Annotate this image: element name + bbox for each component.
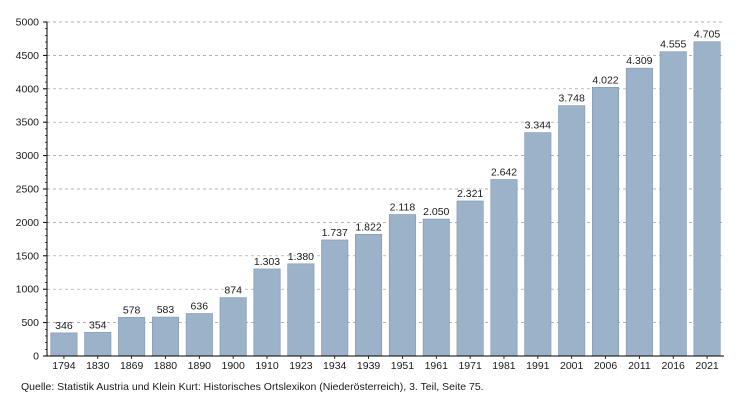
x-tick-label: 2011 — [628, 360, 651, 372]
x-tick-label: 2006 — [594, 360, 618, 372]
bar-1890 — [185, 313, 213, 357]
y-tick-label: 4000 — [16, 83, 40, 95]
bar-value-label: 1.737 — [322, 227, 348, 239]
y-tick-label: 4500 — [16, 50, 40, 62]
x-tick-label: 1939 — [357, 360, 381, 372]
y-tick-label: 3000 — [16, 150, 40, 162]
y-tick-label: 0 — [33, 351, 39, 363]
x-tick-label: 2021 — [695, 360, 719, 372]
bar-1961 — [422, 218, 450, 357]
y-tick-label: 1000 — [16, 284, 40, 296]
bar-1830 — [84, 332, 112, 357]
y-tick-label: 2500 — [16, 184, 40, 196]
bar-value-label: 2.118 — [390, 202, 416, 214]
bar-value-label: 2.321 — [457, 188, 483, 200]
bar-1910 — [253, 268, 281, 357]
bar-2016 — [659, 51, 687, 357]
x-tick-label: 1869 — [120, 360, 144, 372]
bar-value-label: 1.303 — [254, 256, 280, 268]
x-tick-label: 1934 — [323, 360, 347, 372]
x-tick-label: 1961 — [425, 360, 449, 372]
bar-value-label: 2.050 — [423, 206, 449, 218]
y-tick-label: 500 — [21, 317, 39, 329]
x-tick-label: 1910 — [255, 360, 279, 372]
bar-value-label: 583 — [157, 304, 175, 316]
bar-1934 — [321, 239, 349, 357]
x-tick-label: 1971 — [458, 360, 482, 372]
y-tick-label: 2000 — [16, 217, 40, 229]
data-labels: 346 354 578 583 636 874 1.303 1.380 1.737 1.822 2.… — [55, 29, 720, 332]
bar-value-label: 874 — [224, 285, 242, 297]
x-tick-label: 1981 — [492, 360, 516, 372]
x-tick-label: 1880 — [154, 360, 178, 372]
bar-2001 — [558, 105, 586, 357]
bar-value-label: 3.748 — [559, 93, 585, 105]
bar-1900 — [219, 297, 247, 357]
y-tick-label: 3500 — [16, 117, 40, 129]
bar-value-label: 2.642 — [491, 167, 517, 179]
axes: 0 500 1000 1500 2000 2500 3000 3500 4000 4500 5000… — [16, 17, 724, 372]
x-tick-label: 1900 — [221, 360, 245, 372]
x-tick-label: 1923 — [289, 360, 313, 372]
bar-2021 — [693, 41, 721, 357]
bar-value-label: 3.344 — [525, 120, 551, 132]
bar-value-label: 354 — [89, 319, 107, 331]
x-tick-label: 1951 — [391, 360, 415, 372]
x-tick-label: 2016 — [662, 360, 686, 372]
bar-value-label: 636 — [191, 301, 209, 313]
bar-1971 — [456, 200, 484, 357]
bar-1923 — [287, 263, 315, 357]
bar-1880 — [151, 316, 179, 357]
bar-value-label: 1.822 — [355, 221, 381, 233]
bar-value-label: 346 — [55, 320, 73, 332]
bar-value-label: 578 — [123, 304, 141, 316]
y-tick-label: 5000 — [16, 17, 40, 29]
y-tick-label: 1500 — [16, 250, 40, 262]
source-note: Quelle: Statistik Austria und Klein Kurt… — [21, 381, 484, 393]
bar-2011 — [625, 67, 653, 357]
bar-1991 — [524, 132, 552, 357]
x-tick-label: 1890 — [188, 360, 212, 372]
bar-1939 — [355, 233, 383, 357]
bar-1981 — [490, 179, 518, 357]
bars — [50, 41, 721, 357]
bar-1951 — [388, 214, 416, 357]
x-tick-label: 1794 — [52, 360, 76, 372]
bar-value-label: 4.705 — [694, 29, 720, 41]
x-tick-label: 2001 — [560, 360, 584, 372]
grid-lines — [47, 21, 724, 323]
bar-value-label: 4.022 — [592, 74, 618, 86]
bar-1794 — [50, 332, 78, 357]
bar-1869 — [118, 317, 146, 357]
bar-value-label: 1.380 — [288, 251, 314, 263]
x-tick-label: 1991 — [526, 360, 550, 372]
bar-2006 — [592, 87, 620, 357]
x-tick-label: 1830 — [86, 360, 110, 372]
bar-value-label: 4.555 — [660, 39, 686, 51]
bar-value-label: 4.309 — [626, 55, 652, 67]
